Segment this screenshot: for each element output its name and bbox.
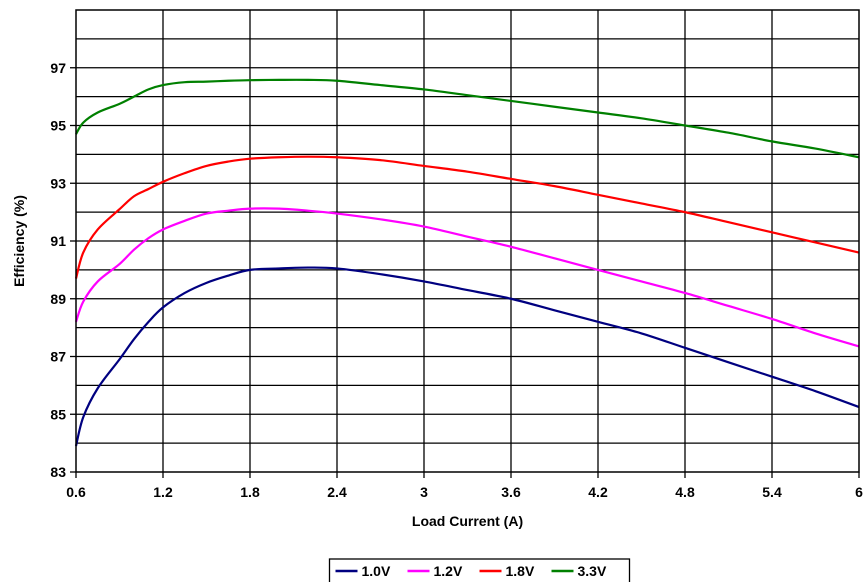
series-line-18V xyxy=(74,155,860,279)
x-tick-label: 4.2 xyxy=(588,484,608,500)
x-tick-label: 2.4 xyxy=(327,484,347,500)
y-tick-label: 93 xyxy=(50,175,66,191)
series-lines xyxy=(74,78,860,447)
x-tick-label: 0.6 xyxy=(66,484,86,500)
x-tick-label: 6 xyxy=(855,484,863,500)
x-tick-label: 1.2 xyxy=(153,484,173,500)
y-tick-label: 83 xyxy=(50,464,66,480)
grid-lines xyxy=(76,10,859,472)
x-tick-label: 3.6 xyxy=(501,484,521,500)
x-tick-label: 1.8 xyxy=(240,484,260,500)
x-tick-label: 5.4 xyxy=(762,484,782,500)
tick-labels: 83 85 87 89 91 93 95 97 0.6 1.2 1.8 2.4 3 3.6 4.2 4.8 5.… xyxy=(50,60,863,500)
legend-label: 1.2V xyxy=(434,563,463,579)
legend-label: 1.8V xyxy=(506,563,535,579)
x-tick-label: 4.8 xyxy=(675,484,695,500)
legend: 1.0V 1.2V 1.8V 3.3V xyxy=(328,558,631,582)
y-axis-title: Efficiency (%) xyxy=(11,195,27,287)
legend-label: 3.3V xyxy=(578,563,607,579)
x-tick-label: 3 xyxy=(420,484,428,500)
y-tick-label: 97 xyxy=(50,60,66,76)
series-line-12V xyxy=(74,207,860,348)
y-tick-label: 87 xyxy=(50,349,66,365)
y-tick-label: 95 xyxy=(50,118,66,134)
y-tick-label: 85 xyxy=(50,406,66,422)
plot-frame xyxy=(70,9,860,478)
y-tick-label: 91 xyxy=(50,233,66,249)
series-line-10V xyxy=(74,266,860,447)
x-axis-title: Load Current (A) xyxy=(412,513,523,529)
series-line-33V xyxy=(75,78,860,159)
y-tick-label: 89 xyxy=(50,291,66,307)
legend-label: 1.0V xyxy=(362,563,391,579)
